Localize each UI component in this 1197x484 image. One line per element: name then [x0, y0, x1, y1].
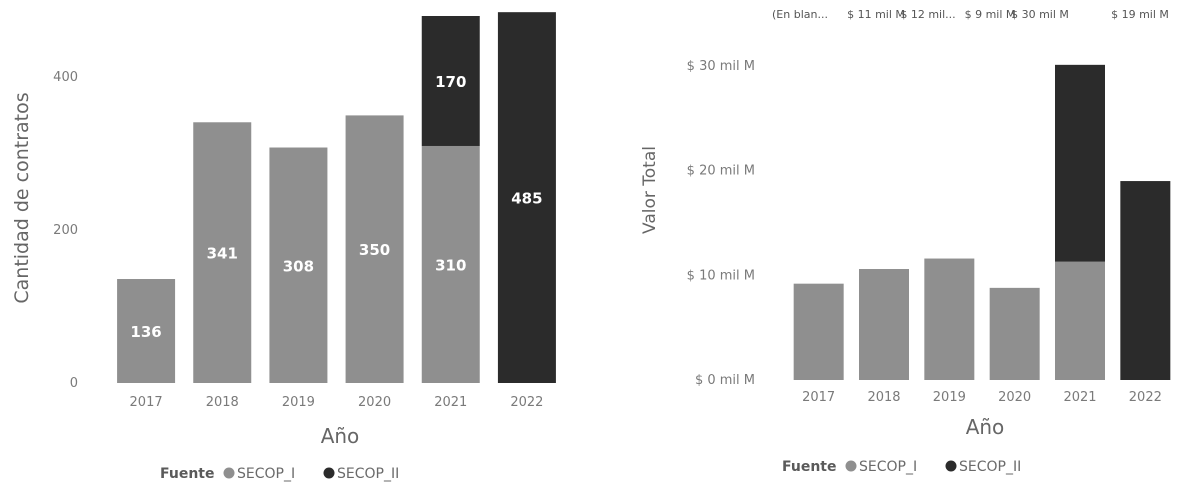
data-label: 136	[130, 323, 161, 341]
legend-swatch	[323, 467, 335, 479]
legend: Fuente SECOP_I SECOP_II	[160, 466, 399, 482]
x-tick-label: 2022	[510, 395, 543, 410]
data-label: 350	[359, 241, 390, 259]
bar-secop-i-2020	[989, 287, 1040, 380]
bar-secop-ii-2021	[1055, 64, 1105, 262]
legend-item-label: SECOP_II	[337, 466, 399, 482]
legend: Fuente SECOP_I SECOP_II	[782, 459, 1021, 475]
top-total-label: $ 30 mil M	[1011, 8, 1069, 21]
bar-secop-i-2018	[859, 269, 909, 380]
legend-swatch	[945, 460, 957, 472]
bar-secop-i-2017	[117, 279, 176, 383]
x-tick-label: 2019	[933, 390, 966, 405]
y-tick-label: 0	[70, 376, 78, 391]
x-tick-label: 2017	[130, 395, 163, 410]
legend-item-label: SECOP_II	[959, 459, 1021, 475]
contract-count-chart: 0 200 400 136 2017 341 2018 308 2019 350 2020 310 17…	[11, 12, 556, 482]
bar-secop-ii-2021	[421, 16, 480, 146]
bar-secop-i-2018	[193, 122, 252, 383]
data-label: 308	[283, 257, 314, 275]
y-tick-label: 400	[53, 70, 78, 85]
data-label: 485	[511, 190, 542, 208]
y-tick-label: $ 10 mil M	[687, 268, 755, 283]
x-tick-label: 2019	[282, 395, 315, 410]
x-tick-label: 2020	[998, 390, 1031, 405]
bar-secop-ii-2022	[497, 12, 556, 383]
x-axis-title: Año	[966, 415, 1005, 439]
legend-item-label: SECOP_I	[237, 466, 295, 482]
top-total-label: (En blan...	[772, 8, 828, 21]
bar-secop-i-2021	[421, 145, 480, 383]
y-tick-label: $ 30 mil M	[687, 59, 755, 74]
top-total-label: $ 12 mil...	[900, 8, 955, 21]
x-tick-label: 2017	[802, 390, 835, 405]
bar-secop-i-2020	[345, 115, 404, 383]
top-total-label: $ 9 mil M	[965, 8, 1016, 21]
y-axis-title: Cantidad de contratos	[11, 92, 33, 303]
x-tick-label: 2018	[867, 390, 900, 405]
bar-secop-ii-2022	[1120, 181, 1171, 380]
data-label: 170	[435, 73, 466, 91]
x-axis-title: Año	[321, 424, 360, 448]
data-label: 341	[207, 245, 238, 263]
bar-secop-i-2019	[924, 258, 975, 380]
legend-swatch	[223, 467, 235, 479]
legend-title: Fuente	[160, 466, 214, 482]
bar-secop-i-2017	[793, 283, 844, 380]
y-axis-title: Valor Total	[640, 146, 660, 234]
top-total-label: $ 19 mil M	[1111, 8, 1169, 21]
x-tick-label: 2021	[434, 395, 467, 410]
top-total-label: $ 11 mil M	[847, 8, 905, 21]
x-tick-label: 2022	[1129, 390, 1162, 405]
bar-secop-i-2021	[1055, 261, 1105, 380]
x-tick-label: 2018	[206, 395, 239, 410]
y-tick-label: 200	[53, 223, 78, 238]
y-tick-label: $ 0 mil M	[695, 373, 755, 388]
x-tick-label: 2020	[358, 395, 391, 410]
y-tick-label: $ 20 mil M	[687, 164, 755, 179]
total-value-chart: $ 0 mil M $ 10 mil M $ 20 mil M $ 30 mil M 2…	[640, 8, 1171, 475]
x-tick-label: 2021	[1063, 390, 1096, 405]
legend-item-label: SECOP_I	[859, 459, 917, 475]
legend-swatch	[845, 460, 857, 472]
bar-secop-i-2019	[269, 147, 328, 383]
legend-title: Fuente	[782, 459, 836, 475]
data-label: 310	[435, 256, 466, 274]
